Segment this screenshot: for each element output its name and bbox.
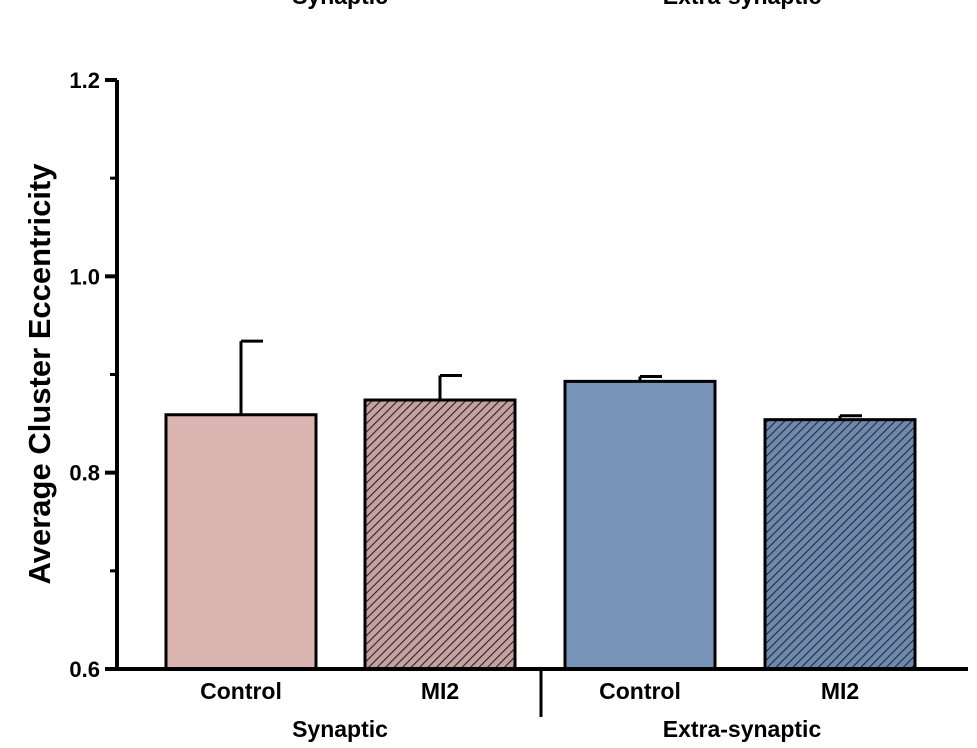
x-group-label-synaptic: Synaptic (292, 716, 388, 742)
bar-mi2-extra-synaptic (763, 418, 917, 671)
bar-control-extra-synaptic (563, 379, 717, 671)
x-category-label-mi2: MI2 (821, 678, 859, 704)
y-tick-label-0.8: 0.8 (69, 461, 100, 486)
x-category-label-control: Control (599, 678, 681, 704)
axes-layer (105, 78, 968, 717)
y-tick-label-1.2: 1.2 (69, 68, 100, 93)
x-group-label-extra-synaptic: Extra-synaptic (663, 716, 822, 742)
top-group-title-synaptic: Synaptic (292, 0, 388, 9)
top-group-title-extra-synaptic: Extra-synaptic (663, 0, 822, 9)
bar-control-synaptic (164, 413, 318, 671)
x-category-label-control: Control (200, 678, 282, 704)
x-category-label-mi2: MI2 (421, 678, 459, 704)
bars-layer (164, 339, 917, 671)
bar-mi2-synaptic (363, 398, 517, 671)
y-axis-title: Average Cluster Eccentricity (22, 163, 57, 585)
labels-layer: 0.6 0.8 1.0 1.2 Control MI2 Control MI2 Synaptic… (69, 68, 859, 742)
y-tick-label-0.6: 0.6 (69, 657, 100, 682)
y-tick-label-1.0: 1.0 (69, 264, 100, 289)
